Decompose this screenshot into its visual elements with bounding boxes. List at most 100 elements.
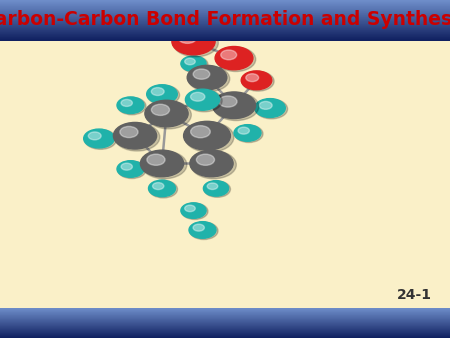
Circle shape <box>141 151 187 179</box>
Circle shape <box>117 97 144 114</box>
Circle shape <box>147 85 177 103</box>
FancyBboxPatch shape <box>0 12 450 13</box>
Circle shape <box>148 180 176 197</box>
Circle shape <box>190 92 205 101</box>
Circle shape <box>140 150 184 177</box>
FancyBboxPatch shape <box>0 18 450 19</box>
FancyBboxPatch shape <box>0 27 450 28</box>
Circle shape <box>193 224 204 231</box>
FancyBboxPatch shape <box>0 4 450 5</box>
FancyBboxPatch shape <box>0 15 450 16</box>
Circle shape <box>259 101 272 110</box>
Circle shape <box>113 122 157 149</box>
Circle shape <box>204 181 230 197</box>
Circle shape <box>85 129 117 149</box>
FancyBboxPatch shape <box>0 31 450 32</box>
Circle shape <box>191 151 236 179</box>
FancyBboxPatch shape <box>0 38 450 39</box>
Circle shape <box>186 90 222 112</box>
Circle shape <box>151 104 170 116</box>
Circle shape <box>121 99 132 106</box>
Circle shape <box>193 69 210 79</box>
FancyBboxPatch shape <box>0 1 450 2</box>
Circle shape <box>146 101 191 129</box>
Circle shape <box>246 74 259 82</box>
FancyBboxPatch shape <box>0 30 450 31</box>
FancyBboxPatch shape <box>0 20 450 21</box>
Circle shape <box>256 99 288 119</box>
Circle shape <box>118 161 146 178</box>
Text: 24-1: 24-1 <box>397 288 432 302</box>
Circle shape <box>147 154 165 165</box>
FancyBboxPatch shape <box>0 5 450 6</box>
FancyBboxPatch shape <box>0 34 450 35</box>
FancyBboxPatch shape <box>0 10 450 11</box>
Circle shape <box>153 183 164 190</box>
Circle shape <box>184 121 230 150</box>
Circle shape <box>181 203 206 218</box>
Circle shape <box>189 222 216 238</box>
FancyBboxPatch shape <box>0 16 450 17</box>
FancyBboxPatch shape <box>0 17 450 18</box>
FancyBboxPatch shape <box>0 37 450 38</box>
Circle shape <box>234 125 261 141</box>
Circle shape <box>188 66 230 92</box>
Circle shape <box>181 203 208 219</box>
Circle shape <box>185 122 234 152</box>
Circle shape <box>149 180 177 198</box>
FancyBboxPatch shape <box>0 0 450 1</box>
Circle shape <box>207 183 218 190</box>
Circle shape <box>242 71 274 91</box>
Circle shape <box>148 85 180 105</box>
Circle shape <box>184 58 195 65</box>
FancyBboxPatch shape <box>0 24 450 25</box>
FancyBboxPatch shape <box>0 22 450 23</box>
Circle shape <box>117 161 144 177</box>
Circle shape <box>178 32 197 43</box>
Circle shape <box>185 89 220 110</box>
Circle shape <box>213 93 259 121</box>
Circle shape <box>241 71 272 90</box>
Circle shape <box>84 129 114 148</box>
FancyBboxPatch shape <box>0 11 450 12</box>
FancyBboxPatch shape <box>0 28 450 29</box>
Circle shape <box>181 56 208 73</box>
Circle shape <box>184 205 195 212</box>
FancyBboxPatch shape <box>0 19 450 20</box>
FancyBboxPatch shape <box>0 25 450 26</box>
Circle shape <box>88 132 101 140</box>
FancyBboxPatch shape <box>0 9 450 10</box>
Circle shape <box>196 154 215 165</box>
Circle shape <box>189 222 218 240</box>
Circle shape <box>238 127 249 134</box>
Circle shape <box>255 99 285 117</box>
Circle shape <box>187 65 227 90</box>
Circle shape <box>181 56 206 71</box>
FancyBboxPatch shape <box>0 6 450 7</box>
Circle shape <box>121 163 132 170</box>
Circle shape <box>145 100 188 127</box>
Circle shape <box>172 28 215 55</box>
Circle shape <box>151 88 164 96</box>
FancyBboxPatch shape <box>0 8 450 9</box>
FancyBboxPatch shape <box>0 14 450 15</box>
Circle shape <box>173 29 218 57</box>
FancyBboxPatch shape <box>0 2 450 3</box>
Circle shape <box>219 96 237 107</box>
FancyBboxPatch shape <box>0 33 450 34</box>
FancyBboxPatch shape <box>0 26 450 27</box>
Circle shape <box>118 97 146 115</box>
FancyBboxPatch shape <box>0 29 450 30</box>
Circle shape <box>221 50 237 60</box>
Circle shape <box>120 126 138 138</box>
FancyBboxPatch shape <box>0 40 450 41</box>
FancyBboxPatch shape <box>0 3 450 4</box>
Text: Carbon-Carbon Bond Formation and Synthesis: Carbon-Carbon Bond Formation and Synthes… <box>0 10 450 29</box>
Circle shape <box>190 150 233 177</box>
FancyBboxPatch shape <box>0 39 450 40</box>
FancyBboxPatch shape <box>0 21 450 22</box>
FancyBboxPatch shape <box>0 13 450 14</box>
Circle shape <box>235 125 263 143</box>
Circle shape <box>212 92 256 119</box>
FancyBboxPatch shape <box>0 23 450 24</box>
